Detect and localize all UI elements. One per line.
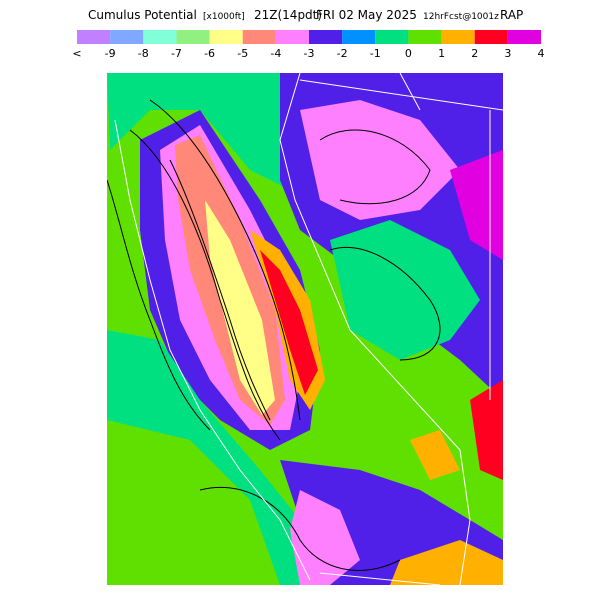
region [107, 420, 280, 585]
region [300, 100, 460, 220]
colorbar-label: -8 [138, 47, 149, 60]
colorbar-swatch [342, 30, 376, 44]
colorbar-label: 3 [504, 47, 511, 60]
colorbar-swatch [275, 30, 309, 44]
colorbar-swatch [110, 30, 144, 44]
colorbar-label: 2 [471, 47, 478, 60]
colorbar-label: 1 [438, 47, 445, 60]
state-border [319, 572, 441, 585]
colorbar-label: -9 [105, 47, 116, 60]
contour [319, 129, 431, 205]
borders [114, 73, 503, 585]
colorbar-label: 4 [538, 47, 545, 60]
colorbar-swatch [209, 30, 243, 44]
colorbar-swatch [408, 30, 442, 44]
colorbar-swatch [507, 30, 541, 44]
region [260, 250, 318, 395]
colorbar-swatch [375, 30, 409, 44]
colorbar-label: -3 [304, 47, 315, 60]
colorbar-swatch [474, 30, 508, 44]
colorbar-label: -4 [270, 47, 281, 60]
state-border [299, 79, 503, 111]
colorbar-label: -7 [171, 47, 182, 60]
colorbar-swatch [77, 30, 111, 44]
colorbar-swatch [176, 30, 210, 44]
colorbar-label: -6 [204, 47, 215, 60]
contour [149, 99, 301, 421]
colorbar-label: -2 [337, 47, 348, 60]
region [290, 490, 360, 585]
colorbar-label: -5 [237, 47, 248, 60]
region [390, 540, 503, 585]
contour [107, 179, 211, 431]
colorbar-label: < [72, 47, 81, 60]
contour [129, 129, 281, 441]
valid-time: 21Z(14pdt) [254, 8, 322, 22]
date: FRI 02 May 2025 [316, 8, 417, 22]
region [205, 200, 275, 415]
contour [329, 246, 441, 361]
colorbar-swatch [441, 30, 475, 44]
region [410, 430, 460, 480]
region [470, 380, 503, 480]
colorbar-label: 0 [405, 47, 412, 60]
colorbar-swatch [242, 30, 276, 44]
colorbar-label: -1 [370, 47, 381, 60]
state-border [279, 73, 471, 585]
forecast: 12hrFcst@1001z [423, 12, 499, 22]
colorbar-swatch [309, 30, 343, 44]
state-border [399, 73, 421, 111]
contours [107, 99, 441, 571]
colorbar: < -9 -8 -7 -6 -5 -4 -3 -2 -1 0 1 2 3 4 [72, 30, 545, 60]
region [107, 73, 330, 190]
colorbar-swatch [143, 30, 177, 44]
units: [x1000ft] [203, 12, 245, 22]
contour [169, 159, 271, 421]
title-row: Cumulus Potential [x1000ft] 21Z(14pdt) F… [88, 8, 523, 22]
model: RAP [500, 8, 523, 22]
title: Cumulus Potential [88, 8, 197, 22]
coastline [114, 119, 311, 581]
contour [199, 486, 401, 571]
region [330, 220, 480, 360]
map [107, 73, 503, 585]
